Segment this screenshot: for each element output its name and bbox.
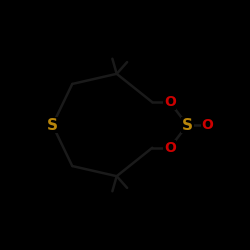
Text: O: O xyxy=(164,141,176,155)
Text: S: S xyxy=(182,118,193,132)
Text: S: S xyxy=(47,118,58,132)
Text: O: O xyxy=(164,95,176,109)
Text: O: O xyxy=(201,118,213,132)
